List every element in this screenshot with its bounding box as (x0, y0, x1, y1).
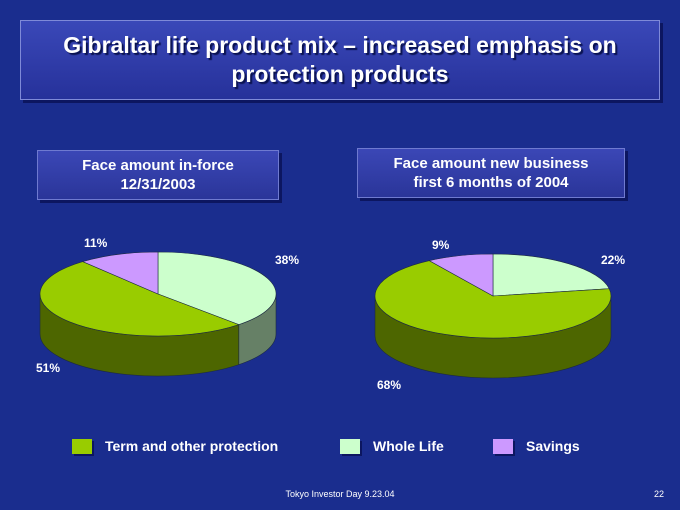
pie-left-slice-term-and-other-protection (39, 261, 240, 337)
legend-label-savings: Savings (526, 438, 580, 454)
pie-chart-in-force (39, 251, 277, 377)
pie-right-label-whole-life: 22% (601, 253, 625, 267)
legend-item-savings: Savings (493, 438, 580, 454)
pie-right-slice-savings (428, 253, 494, 297)
legend-item-term: Term and other protection (72, 438, 278, 454)
legend-label-term: Term and other protection (105, 438, 279, 454)
slide-title-box: Gibraltar life product mix – increased e… (20, 20, 660, 100)
footer-text: Tokyo Investor Day 9.23.04 (285, 489, 395, 499)
pie-left-label-savings: 11% (84, 236, 108, 250)
pie-right-slice-term-and-other-protection (374, 260, 612, 339)
legend-swatch-term (72, 438, 92, 454)
pie-right-label-savings: 9% (432, 238, 450, 252)
left-chart-title-box: Face amount in-force 12/31/2003 (37, 150, 279, 200)
legend-label-whole-life: Whole Life (373, 438, 444, 454)
legend-item-whole-life: Whole Life (340, 438, 444, 454)
pie-left-label-whole-life: 38% (275, 253, 299, 267)
pie-right-label-term: 68% (377, 378, 401, 392)
pie-left-slice-savings (81, 251, 159, 295)
pie-left-label-term: 51% (36, 361, 60, 375)
pie-chart-new-business (374, 253, 612, 379)
legend-swatch-savings (493, 438, 513, 454)
pie-right-slice-whole-life (492, 253, 610, 297)
pie-left-slice-whole-life (157, 251, 277, 325)
legend-swatch-whole-life (340, 438, 360, 454)
slide-title: Gibraltar life product mix – increased e… (63, 32, 617, 87)
page-number: 22 (653, 489, 664, 499)
left-chart-title: Face amount in-force 12/31/2003 (82, 157, 234, 193)
right-chart-title: Face amount new business first 6 months … (393, 155, 589, 191)
right-chart-title-box: Face amount new business first 6 months … (357, 148, 625, 198)
